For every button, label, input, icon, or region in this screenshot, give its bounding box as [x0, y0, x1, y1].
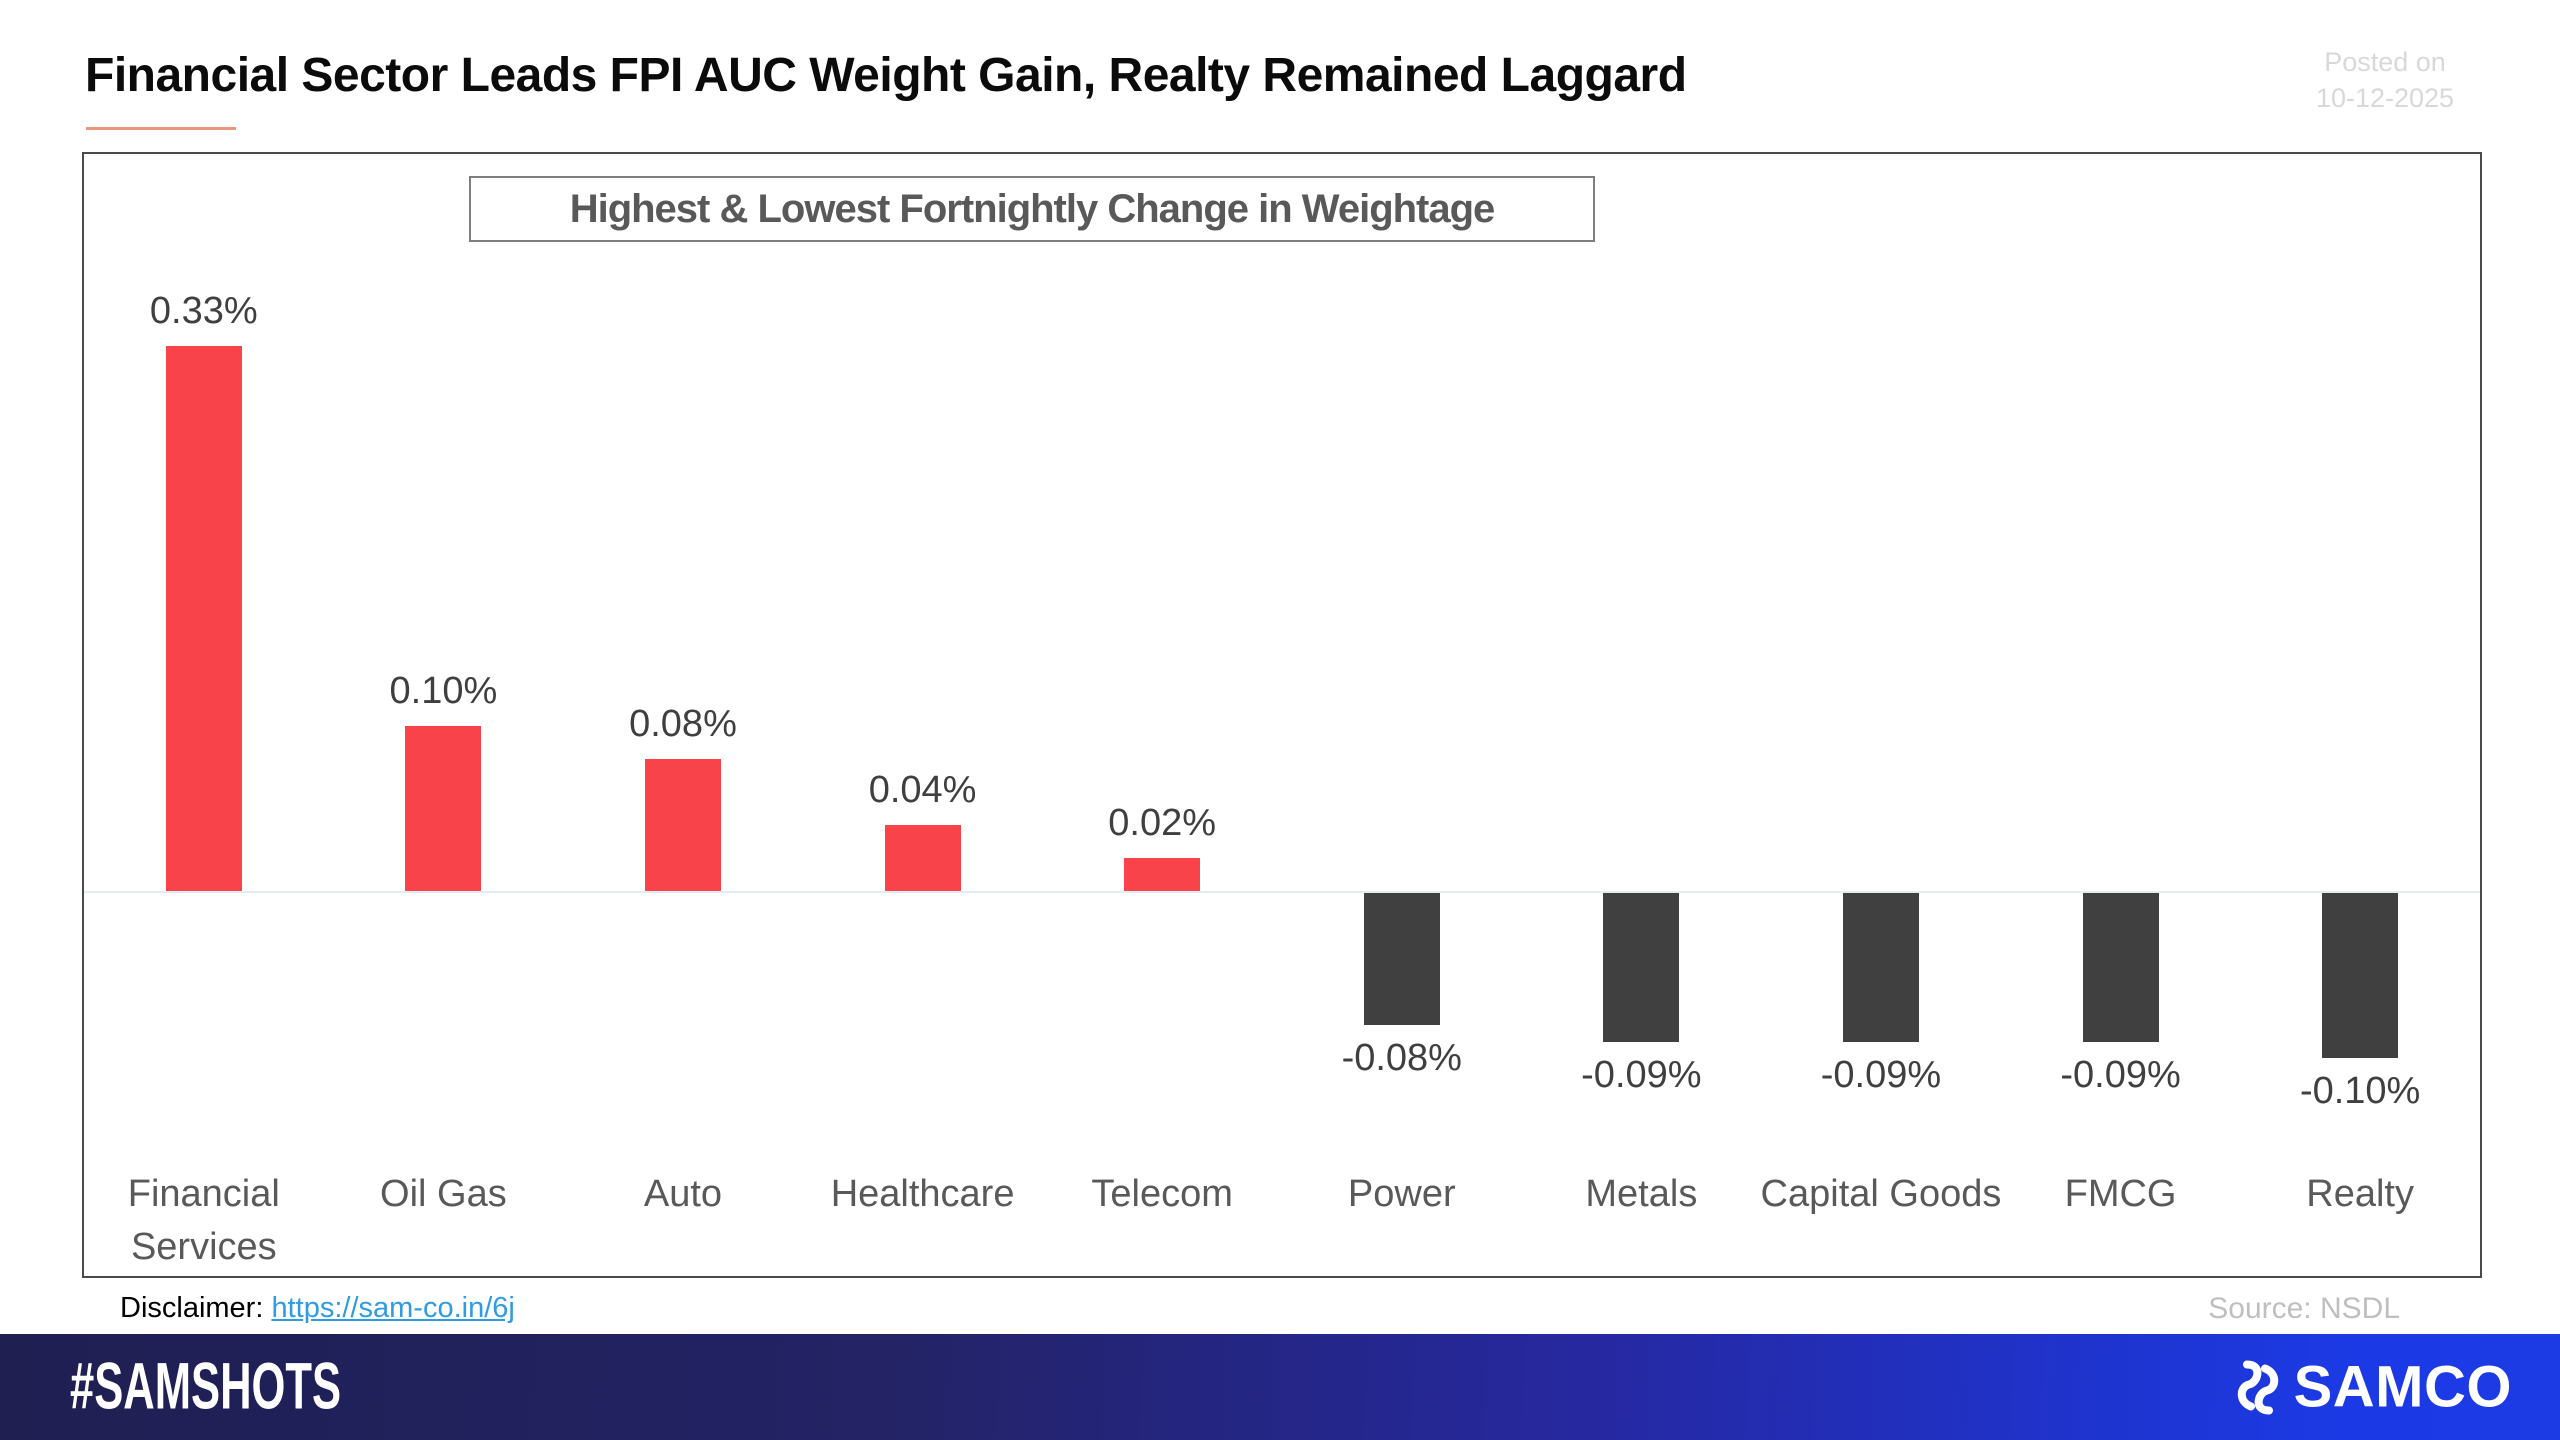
bar-category-label: Healthcare [830, 1173, 1015, 1215]
bar-category-label: FMCG [2064, 1173, 2177, 1215]
disclaimer: Disclaimer: https://sam-co.in/6j [120, 1292, 515, 1325]
bar-category-label: Power [1347, 1173, 1456, 1215]
bar-column: 0.08% Auto [563, 154, 803, 1276]
bar-column: 0.02% Telecom [1042, 154, 1282, 1276]
bar-negative [2082, 893, 2159, 1042]
bar-column: 0.10% Oil Gas [324, 154, 564, 1276]
bar-negative [1363, 893, 1440, 1025]
bar-plot: 0.33% Financial Services 0.10% Oil Gas 0.08%… [84, 154, 2480, 1276]
bar-positive [165, 346, 242, 891]
bar-negative [1603, 893, 1680, 1042]
bar-value-label: 0.04% [868, 769, 977, 811]
bar-value-label: 0.10% [389, 670, 498, 712]
bar-value-label: 0.33% [149, 290, 258, 332]
bar-positive [1124, 858, 1201, 891]
samshots-hashtag: #SAMSHOTS [70, 1348, 342, 1423]
chart-title: Highest & Lowest Fortnightly Change in W… [569, 186, 1496, 231]
bar-positive [405, 726, 482, 891]
bar-value-label: -0.10% [2299, 1070, 2421, 1112]
chart-area: 0.33% Financial Services 0.10% Oil Gas 0.08%… [82, 152, 2482, 1278]
bar-category-label: Capital Goods [1760, 1173, 2002, 1215]
bar-negative [2322, 893, 2399, 1058]
samco-wordmark: SAMCO [2293, 1354, 2512, 1420]
bar-category-label: Realty [2306, 1173, 2414, 1215]
brand-band: #SAMSHOTS SAMCO [0, 1334, 2560, 1440]
bar-column: 0.04% Healthcare [803, 154, 1043, 1276]
page-title: Financial Sector Leads FPI AUC Weight Ga… [85, 49, 1687, 102]
chart-title-box: Highest & Lowest Fortnightly Change in W… [469, 176, 1595, 242]
bar-column: -0.08% Power [1282, 154, 1522, 1276]
bar-value-label: -0.08% [1341, 1037, 1462, 1079]
title-underline [86, 127, 236, 130]
bar-value-label: 0.02% [1108, 802, 1217, 844]
samco-logo-mark [2237, 1360, 2278, 1414]
bar-column: 0.33% Financial Services [84, 154, 324, 1276]
bar-negative [1842, 893, 1919, 1042]
posted-on-date: 10-12-2025 [2315, 83, 2455, 113]
bar-value-label: -0.09% [2060, 1054, 2181, 1096]
zero-axis-line [84, 891, 2480, 893]
bar-column: -0.09% FMCG [2001, 154, 2241, 1276]
bar-value-label: -0.09% [1581, 1054, 1702, 1096]
bar-category-label: Metals [1585, 1173, 1698, 1215]
bar-category-label: Telecom [1091, 1173, 1233, 1215]
bar-column: -0.09% Capital Goods [1761, 154, 2001, 1276]
bar-category-label: Financial Services [127, 1173, 280, 1268]
bar-positive [644, 759, 721, 891]
disclaimer-label: Disclaimer: [120, 1292, 264, 1324]
bar-positive [884, 825, 961, 891]
bar-value-label: 0.08% [629, 703, 737, 745]
bar-column: -0.10% Realty [2240, 154, 2480, 1276]
posted-on-label: Posted on 10-12-2025 [2290, 44, 2480, 116]
source-label: Source: NSDL [2208, 1292, 2400, 1325]
samco-logo: SAMCO [2226, 1354, 2512, 1421]
posted-on-line1: Posted on [2324, 47, 2446, 77]
bar-category-label: Auto [643, 1173, 723, 1215]
disclaimer-link[interactable]: https://sam-co.in/6j [271, 1292, 515, 1324]
bar-column: -0.09% Metals [1522, 154, 1762, 1276]
bar-category-label: Oil Gas [380, 1173, 507, 1215]
bar-value-label: -0.09% [1820, 1054, 1942, 1096]
